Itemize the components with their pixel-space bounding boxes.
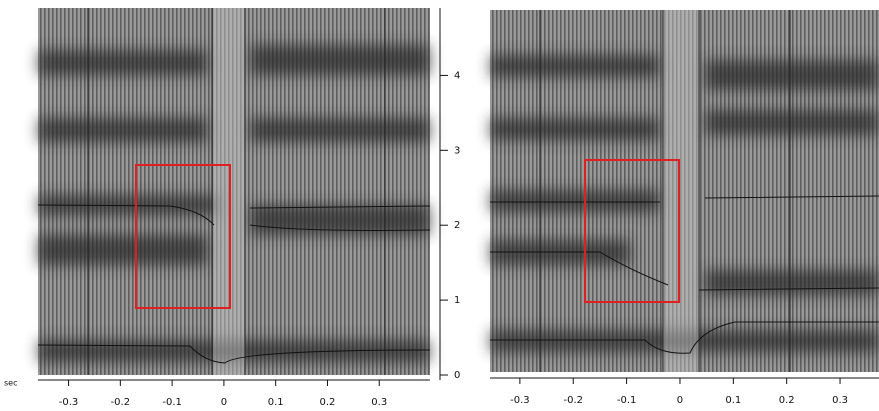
- x-tick-label: 0.2: [320, 397, 336, 408]
- x-tick-label: 0.2: [779, 395, 795, 406]
- x-tick-label: -0.3: [510, 395, 530, 406]
- x-tick-label: -0.1: [162, 397, 182, 408]
- x-tick-label: -0.2: [111, 397, 131, 408]
- y-tick-label: 1: [454, 295, 460, 306]
- x-tick-label: 0: [677, 395, 683, 406]
- y-tick-label: 4: [454, 70, 460, 81]
- x-axis-label: sec: [4, 379, 18, 388]
- y-tick-label: 0: [454, 370, 460, 381]
- x-tick-label: 0.1: [268, 397, 284, 408]
- highlight-box: [584, 159, 680, 303]
- x-tick-label: 0.1: [725, 395, 741, 406]
- x-tick-label: -0.3: [59, 397, 79, 408]
- y-tick-label: 2: [454, 220, 460, 231]
- x-tick-label: -0.2: [563, 395, 583, 406]
- right-spectrogram: [490, 10, 879, 372]
- highlight-box: [135, 164, 231, 309]
- x-tick-label: 0.3: [371, 397, 387, 408]
- y-tick-label: 3: [454, 145, 460, 156]
- x-tick-label: -0.1: [617, 395, 637, 406]
- x-tick-label: 0.3: [832, 395, 848, 406]
- x-tick-label: 0: [221, 397, 227, 408]
- left-spectrogram: [37, 8, 431, 375]
